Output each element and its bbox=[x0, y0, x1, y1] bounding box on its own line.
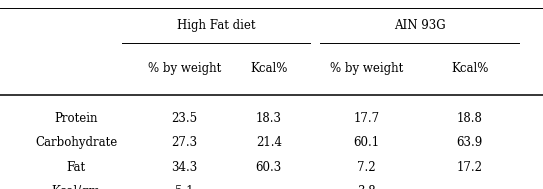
Text: 23.5: 23.5 bbox=[172, 112, 198, 125]
Text: % by weight: % by weight bbox=[148, 62, 221, 75]
Text: 17.7: 17.7 bbox=[353, 112, 380, 125]
Text: 21.4: 21.4 bbox=[256, 136, 282, 149]
Text: 63.9: 63.9 bbox=[457, 136, 483, 149]
Text: 18.8: 18.8 bbox=[457, 112, 483, 125]
Text: 3.8: 3.8 bbox=[357, 185, 376, 189]
Text: 34.3: 34.3 bbox=[172, 161, 198, 174]
Text: 7.2: 7.2 bbox=[357, 161, 376, 174]
Text: High Fat diet: High Fat diet bbox=[176, 19, 255, 32]
Text: Protein: Protein bbox=[54, 112, 98, 125]
Text: 18.3: 18.3 bbox=[256, 112, 282, 125]
Text: AIN 93G: AIN 93G bbox=[394, 19, 445, 32]
Text: 60.1: 60.1 bbox=[353, 136, 380, 149]
Text: % by weight: % by weight bbox=[330, 62, 403, 75]
Text: Kcal/gm: Kcal/gm bbox=[52, 185, 100, 189]
Text: Kcal%: Kcal% bbox=[451, 62, 488, 75]
Text: 27.3: 27.3 bbox=[172, 136, 198, 149]
Text: Fat: Fat bbox=[66, 161, 86, 174]
Text: 17.2: 17.2 bbox=[457, 161, 483, 174]
Text: 5.1: 5.1 bbox=[175, 185, 194, 189]
Text: 60.3: 60.3 bbox=[256, 161, 282, 174]
Text: Carbohydrate: Carbohydrate bbox=[35, 136, 117, 149]
Text: Kcal%: Kcal% bbox=[250, 62, 287, 75]
